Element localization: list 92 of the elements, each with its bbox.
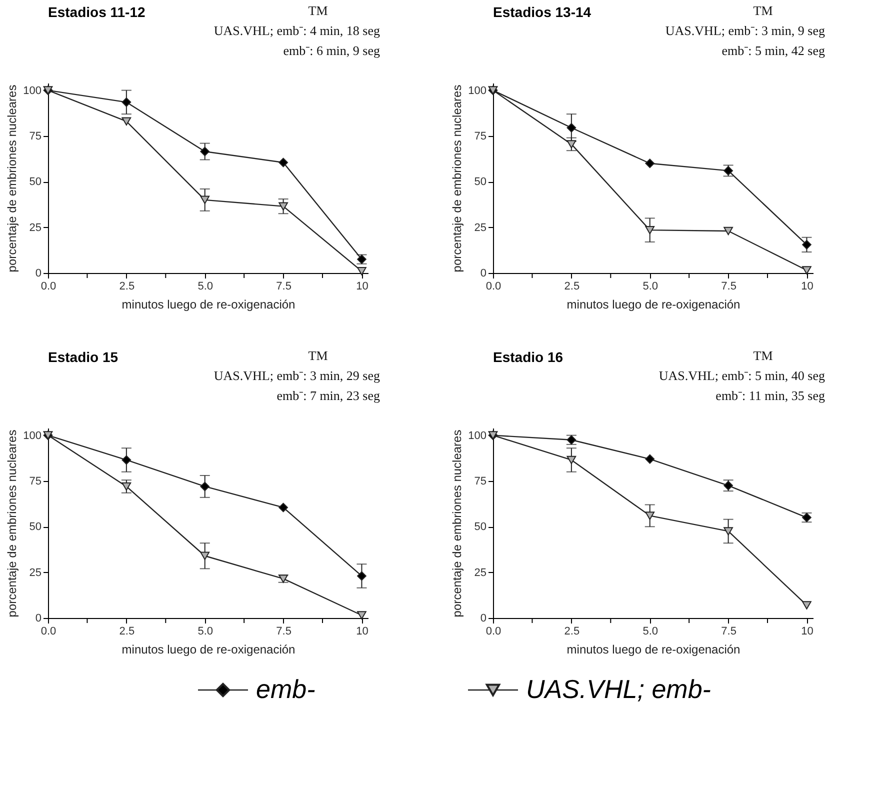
x-tick-label: 0.0 [486, 626, 502, 638]
point [802, 266, 812, 274]
x-tick-label: 10 [356, 280, 368, 292]
y-tick-label: 100 [468, 430, 486, 442]
chart-title: Estadio 16 [493, 349, 564, 365]
text: TM [753, 3, 774, 18]
text: TM [308, 3, 328, 18]
x-tick-label: 5.0 [198, 280, 214, 292]
y-tick-label: 0 [35, 268, 42, 280]
point [802, 240, 812, 250]
chart-title: Estadio 15 [48, 349, 118, 365]
y-tick-label: 25 [474, 566, 486, 579]
text: TM [308, 348, 328, 363]
y-axis-title: porcentaje de embriones nucleares [450, 84, 464, 272]
chart-title: Estadios 13-14 [493, 4, 592, 20]
x-tick-label: 5.0 [642, 280, 658, 292]
point [645, 226, 655, 234]
x-tick-label: 5.0 [642, 626, 658, 638]
point [645, 512, 655, 520]
x-axis-title: minutos luego de re-oxigenación [122, 298, 296, 312]
y-axis-title: porcentaje de embriones nucleares [5, 84, 20, 272]
y-tick-label: 0 [480, 268, 486, 280]
x-tick-label: 2.5 [119, 280, 135, 292]
point [122, 482, 132, 491]
text: UAS.VHL; emb⁻: 4 min, 18 seg [214, 23, 380, 38]
x-tick-label: 10 [356, 626, 368, 638]
point [122, 117, 132, 126]
y-tick-label: 50 [474, 176, 486, 188]
y-tick-label: 75 [474, 475, 486, 488]
text: emb⁻: 7 min, 23 seg [276, 388, 380, 403]
point [278, 502, 288, 512]
y-tick-label: 100 [23, 84, 42, 97]
text: UAS.VHL; emb⁻: 3 min, 29 seg [214, 368, 380, 383]
x-axis-title: minutos luego de re-oxigenación [122, 642, 296, 656]
y-axis-title: porcentaje de embriones nucleares [450, 430, 464, 618]
point [566, 456, 576, 464]
x-axis-title: minutos luego de re-oxigenación [566, 298, 740, 312]
y-tick-label: 25 [29, 222, 42, 234]
y-tick-label: 75 [29, 130, 42, 142]
point [802, 601, 812, 610]
text: emb⁻: 6 min, 9 seg [283, 43, 380, 58]
legend-label: UAS.VHL; emb- [526, 674, 712, 704]
text: TM [753, 348, 774, 363]
text: UAS.VHL; emb⁻: 3 min, 9 seg [665, 23, 826, 38]
y-tick-label: 100 [468, 84, 486, 97]
x-tick-label: 7.5 [276, 626, 292, 638]
legend-label: emb- [256, 674, 316, 704]
y-tick-label: 75 [474, 130, 486, 142]
chart-title: Estadios 11-12 [48, 4, 146, 20]
x-tick-label: 5.0 [198, 626, 214, 638]
point [122, 455, 132, 465]
x-tick-label: 10 [801, 626, 814, 638]
y-tick-label: 25 [29, 566, 42, 579]
point [278, 158, 288, 168]
x-tick-label: 0.0 [486, 280, 502, 292]
x-axis-title: minutos luego de re-oxigenación [566, 642, 740, 656]
point [645, 454, 655, 464]
x-tick-label: 2.5 [564, 280, 580, 292]
point [200, 482, 210, 492]
text: emb⁻: 5 min, 42 seg [722, 43, 826, 58]
x-tick-label: 2.5 [564, 626, 580, 638]
point [200, 146, 210, 156]
y-tick-label: 50 [474, 521, 486, 534]
point [122, 98, 132, 107]
text: emb⁻: 11 min, 35 seg [716, 388, 826, 403]
point [645, 158, 655, 168]
y-tick-label: 0 [35, 612, 42, 624]
point [357, 267, 366, 276]
y-axis-title: porcentaje de embriones nucleares [5, 430, 20, 618]
point [278, 202, 288, 210]
x-tick-label: 0.0 [40, 280, 56, 292]
x-tick-label: 7.5 [721, 280, 736, 292]
point [357, 571, 366, 581]
x-tick-label: 7.5 [721, 626, 736, 638]
x-tick-label: 2.5 [119, 626, 135, 638]
point [566, 123, 576, 132]
y-tick-label: 50 [29, 521, 42, 534]
x-tick-label: 0.0 [40, 626, 56, 638]
point [566, 140, 576, 148]
x-tick-label: 7.5 [276, 280, 292, 292]
y-tick-label: 100 [23, 430, 42, 442]
point [724, 527, 733, 536]
point [357, 611, 366, 620]
x-tick-label: 10 [801, 280, 814, 292]
text: UAS.VHL; emb⁻: 5 min, 40 seg [658, 368, 826, 383]
y-tick-label: 0 [480, 612, 486, 624]
y-tick-label: 50 [29, 176, 42, 188]
y-tick-label: 25 [474, 222, 486, 234]
point [200, 552, 210, 560]
y-tick-label: 75 [29, 475, 42, 488]
point [724, 226, 733, 236]
point [200, 196, 210, 204]
